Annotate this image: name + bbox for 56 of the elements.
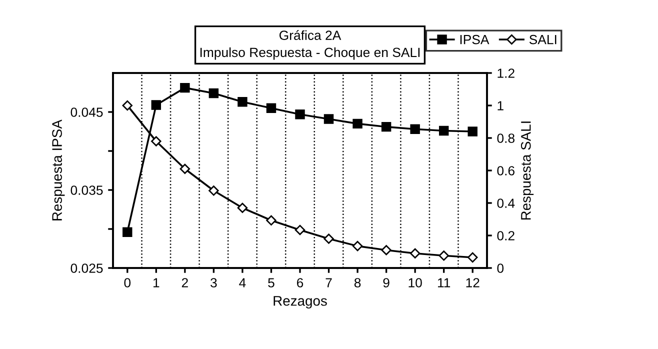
x-tick-label: 11 [438,278,450,288]
point [381,122,392,132]
y-axis-title: Respuesta IPSA [52,120,65,220]
y2-tick-label: 1 [498,101,504,110]
legend-label: SALI [529,34,556,44]
point [438,126,449,136]
point [352,118,362,129]
point [468,126,478,136]
x-tick-label: 9 [383,278,390,288]
point [294,224,306,236]
point [410,248,420,258]
y-tick-label: 0.045 [70,108,103,117]
y2-tick-label: 0.4 [497,198,515,208]
x-axis-title: Rezagos [274,296,327,309]
y2-axis-title: Respuesta SALI [520,122,534,220]
y2-tick-label: 0.8 [497,134,514,143]
point [438,250,449,261]
point [410,124,420,134]
point [295,109,305,120]
x-tick-label: 2 [182,278,188,288]
y2-tick-label: 1.2 [498,68,514,78]
x-tick-label: 8 [354,278,361,288]
point [122,100,132,111]
point [266,103,276,113]
x-tick-label: 4 [239,278,246,288]
chart-title: Gráfica 2A [280,30,342,40]
y-tick-label: 0.035 [70,186,103,195]
x-tick-label: 1 [153,278,160,288]
x-tick-label: 6 [297,278,304,288]
point [352,240,363,252]
point [238,97,248,107]
point [208,186,219,196]
x-tick-label: 7 [326,278,332,288]
point [151,136,162,146]
point [324,114,334,124]
y-tick-label: 0.025 [70,264,103,273]
point [324,234,334,244]
x-tick-label: 0 [124,278,131,288]
x-tick-label: 12 [466,278,480,288]
point [180,164,190,174]
point [180,82,190,93]
point [381,245,392,256]
point [468,252,478,263]
x-tick-label: 5 [268,278,274,288]
point [151,100,162,110]
x-tick-label: 10 [408,278,422,288]
point [122,227,132,237]
y2-tick-label: 0 [497,264,504,273]
x-tick-label: 3 [210,278,217,288]
y2-tick-label: 0.2 [497,231,514,240]
y2-tick-label: 0.6 [497,166,514,176]
point [266,215,276,226]
chart-subtitle: Impulso Respuesta - Choque en SALI [200,47,420,60]
legend-label: IPSA [460,34,490,44]
point [237,202,248,213]
point [208,88,219,98]
